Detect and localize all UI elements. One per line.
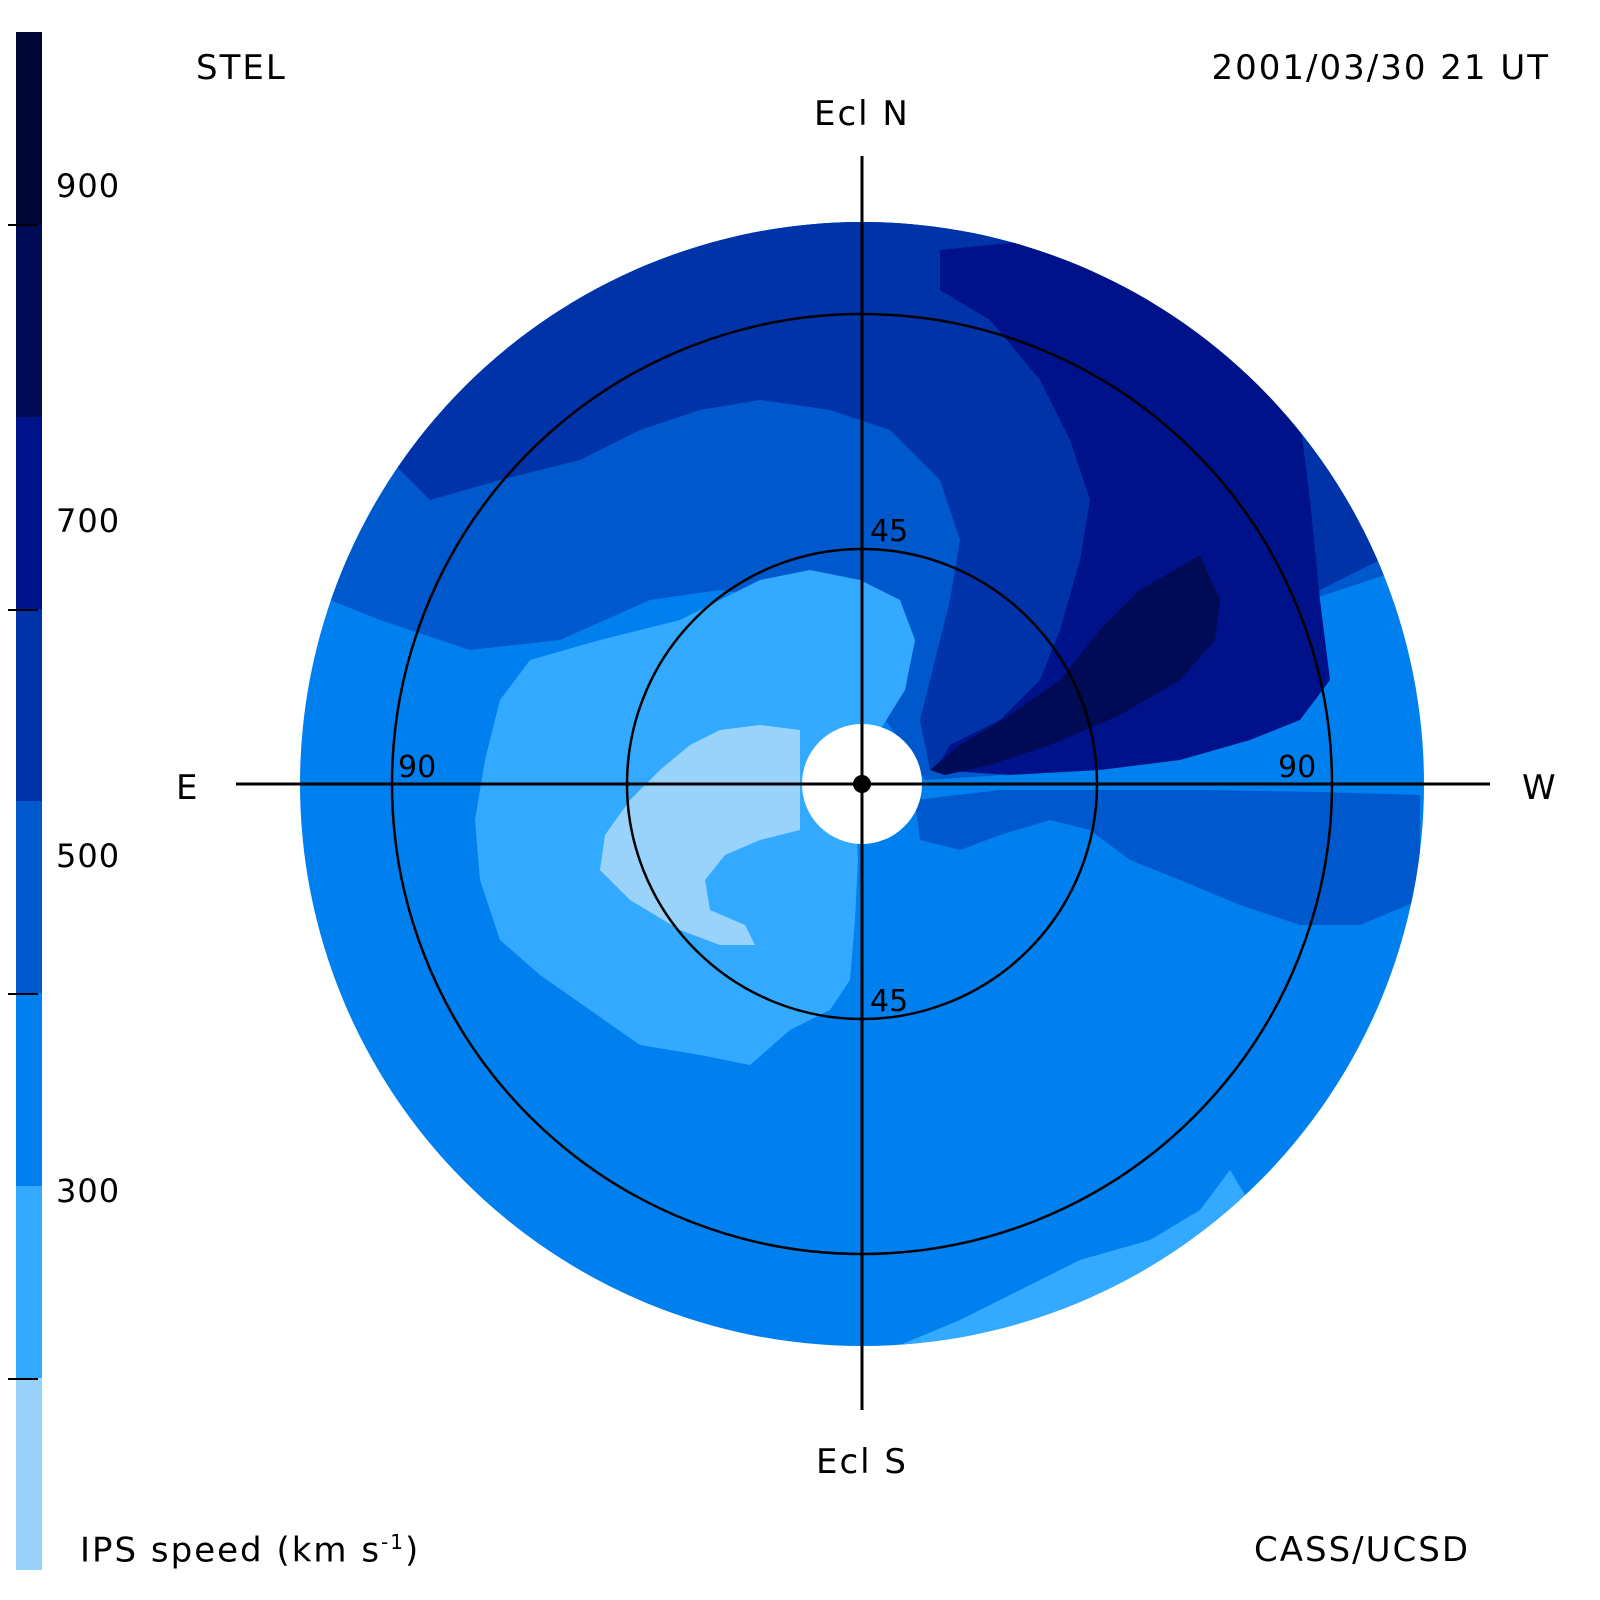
colorbar-tick-mark bbox=[8, 993, 38, 996]
colorbar-tick-label-300: 300 bbox=[56, 1172, 121, 1210]
ring-label-45-top: 45 bbox=[870, 514, 908, 549]
colorbar-segment bbox=[16, 993, 42, 1186]
colorbar-segment bbox=[16, 801, 42, 994]
station-label: STEL bbox=[196, 48, 287, 88]
colorbar-segment bbox=[16, 32, 42, 225]
ring-label-90-right: 90 bbox=[1278, 750, 1316, 785]
region-very-light bbox=[600, 725, 800, 945]
ecliptic-south-label: Ecl S bbox=[816, 1442, 909, 1482]
datetime-label: 2001/03/30 21 UT bbox=[1211, 48, 1550, 88]
colorbar-segment bbox=[16, 224, 42, 417]
ring-label-90-left: 90 bbox=[398, 750, 436, 785]
colorbar-segment bbox=[16, 608, 42, 801]
west-label: W bbox=[1522, 768, 1558, 808]
colorbar-segment bbox=[16, 416, 42, 609]
colorbar-segment bbox=[16, 1377, 42, 1570]
quantity-label-exponent: -1 bbox=[381, 1530, 405, 1554]
elongation-ring-90 bbox=[390, 312, 1334, 1256]
region-darker-west bbox=[935, 240, 1330, 775]
colorbar-tick-mark bbox=[8, 608, 38, 611]
credit-label: CASS/UCSD bbox=[1254, 1530, 1471, 1570]
quantity-label-text: IPS speed (km s bbox=[80, 1530, 382, 1571]
quantity-label-close: ) bbox=[405, 1530, 421, 1571]
east-label: E bbox=[176, 768, 200, 808]
quantity-label: IPS speed (km s-1) bbox=[80, 1530, 420, 1570]
colorbar-tick-mark bbox=[8, 1377, 38, 1380]
ring-label-45-bottom: 45 bbox=[870, 984, 908, 1019]
colorbar-segment bbox=[16, 1185, 42, 1378]
colorbar-tick-mark bbox=[8, 224, 38, 227]
region-medium-dark-east bbox=[915, 790, 1420, 925]
region-darkest-streak bbox=[930, 555, 1220, 775]
colorbar-tick-label-900: 900 bbox=[56, 167, 121, 205]
ecliptic-north-label: Ecl N bbox=[814, 94, 910, 134]
elongation-ring-45 bbox=[625, 547, 1099, 1021]
colorbar-tick-label-700: 700 bbox=[56, 502, 121, 540]
colorbar-tick-label-500: 500 bbox=[56, 837, 121, 875]
speed-colorbar bbox=[16, 32, 42, 1570]
